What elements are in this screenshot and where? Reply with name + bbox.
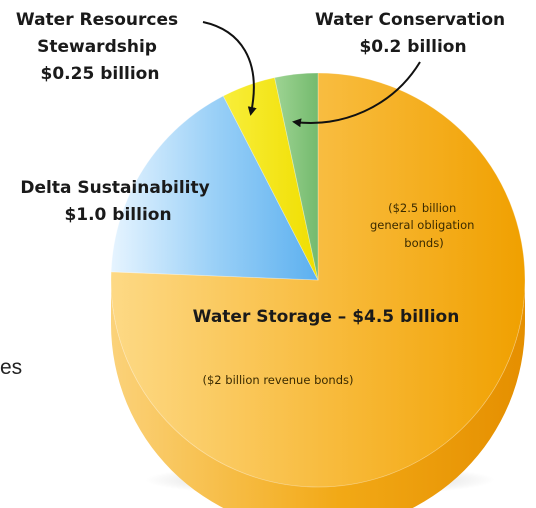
conservation-label: Water Conservation $0.2 billion	[315, 10, 511, 57]
slice-water-resources-stewardship	[222, 77, 319, 281]
cropped-side-text: es	[0, 356, 23, 379]
storage-label: Water Storage – $4.5 billion	[193, 307, 460, 327]
delta-label: Delta Sustainability $1.0 billion	[20, 178, 215, 225]
storage-note-go: ($2.5 billion general obligation bonds)	[370, 201, 478, 250]
slice-delta-sustainability	[110, 95, 319, 281]
slice-water-storage	[110, 72, 526, 488]
slice-water-conservation	[274, 72, 319, 281]
stewardship-label: Water Resources Stewardship $0.25 billio…	[16, 10, 184, 84]
conservation-arrow	[292, 61, 421, 128]
storage-note-revenue: ($2 billion revenue bonds)	[203, 373, 354, 387]
stewardship-arrow	[202, 21, 257, 116]
